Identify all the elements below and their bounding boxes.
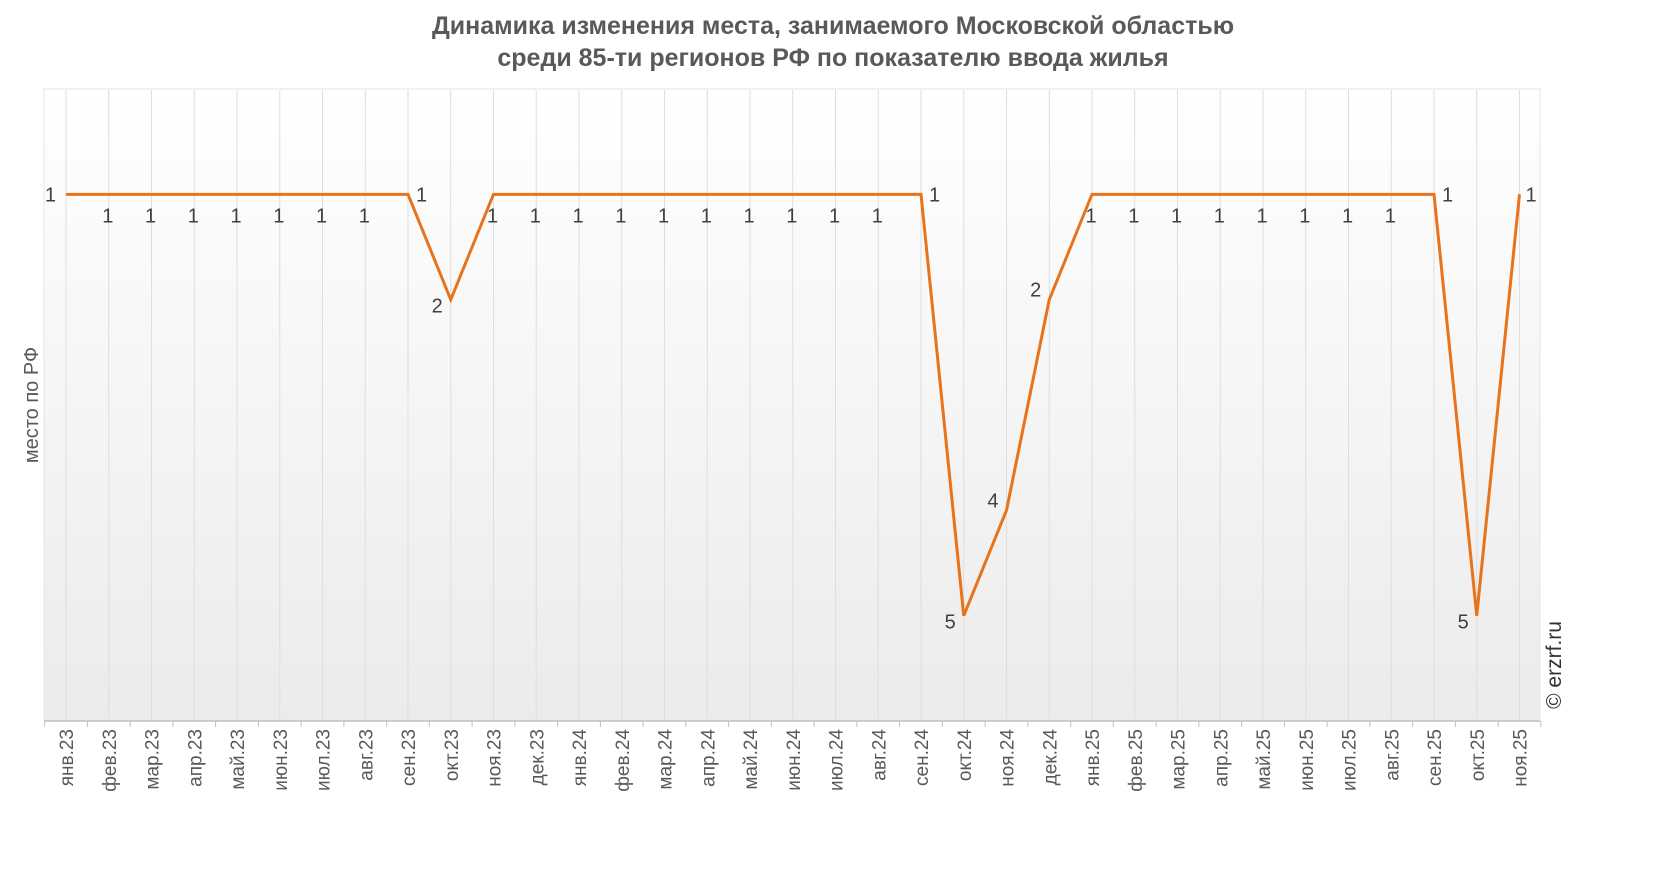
data-label: 5: [945, 612, 956, 634]
x-tick-label: июн.25: [1297, 729, 1318, 791]
x-tick-label: апр.23: [185, 729, 206, 787]
x-tick-label: фев.23: [100, 729, 121, 792]
data-label: 1: [872, 205, 883, 227]
x-tick-label: сен.25: [1425, 729, 1446, 786]
data-label: 1: [1214, 205, 1225, 227]
data-labels: 1 1 1 1 1 1 1 1 1 2 1 1 1 1 1 1 1 1 1 1 1 5 4 2 1 1 1 1 1 1 1 1 1 5 1: [45, 184, 1537, 633]
data-label: 2: [432, 296, 443, 318]
chart-title-line-2: среди 85-ти регионов РФ по показателю вв…: [497, 44, 1169, 72]
plot-area: [43, 88, 1541, 722]
data-label: 1: [1299, 205, 1310, 227]
data-label: 1: [572, 205, 583, 227]
x-tick-label: июл.24: [827, 729, 848, 791]
x-tick-label: янв.23: [57, 729, 78, 786]
x-tick-label: июл.23: [314, 729, 335, 791]
x-tick-label: июн.24: [784, 729, 805, 791]
x-tick-label: май.24: [741, 729, 762, 790]
series-line-layer: [66, 192, 1521, 617]
x-tick-label: июл.25: [1340, 729, 1361, 791]
data-label: 1: [829, 205, 840, 227]
x-tick-label: окт.25: [1468, 729, 1489, 781]
x-tick-label: окт.23: [442, 729, 463, 781]
x-tick-label: июн.23: [271, 729, 292, 791]
x-tick-label: май.25: [1254, 729, 1275, 790]
chart-title-line-1: Динамика изменения места, занимаемого Мо…: [431, 12, 1235, 40]
data-label: 1: [273, 205, 284, 227]
x-tick-label: янв.24: [570, 729, 591, 787]
data-label: 1: [416, 184, 427, 206]
x-tick-label: апр.24: [698, 729, 719, 787]
x-tick-label: янв.25: [1083, 729, 1104, 786]
x-tick-label: авг.24: [869, 729, 890, 781]
data-label: 1: [188, 205, 199, 227]
data-label: 1: [1128, 205, 1139, 227]
x-tick-label: ноя.25: [1511, 729, 1532, 787]
x-tick-label: дек.24: [1040, 729, 1061, 786]
series-line: [66, 192, 1521, 617]
chart-title: Динамика изменения места, занимаемого Мо…: [0, 10, 1666, 74]
data-label: 1: [45, 184, 56, 206]
x-tick-label: май.23: [228, 729, 249, 790]
data-label: 1: [102, 205, 113, 227]
x-tick-label: мар.23: [143, 729, 164, 790]
x-tick-label: мар.25: [1169, 729, 1190, 790]
watermark: © erzrf.ru: [1543, 621, 1566, 709]
data-label: 1: [530, 205, 541, 227]
x-tick-label: сен.24: [912, 729, 933, 786]
x-tick-label: авг.23: [356, 729, 377, 781]
x-tick-label: авг.25: [1382, 729, 1403, 781]
x-tick-label: ноя.23: [485, 729, 506, 787]
data-label: 1: [1385, 205, 1396, 227]
x-tick-label: мар.24: [656, 729, 677, 790]
data-label: 2: [1030, 280, 1041, 302]
data-label: 1: [230, 205, 241, 227]
data-label: 1: [359, 205, 370, 227]
data-label: 1: [743, 205, 754, 227]
data-label: 1: [1171, 205, 1182, 227]
x-tick-label: окт.24: [955, 729, 976, 782]
x-tick-label: ноя.24: [998, 729, 1019, 787]
x-axis: янв.23 фев.23 мар.23 апр.23 май.23 июн.23 июл.…: [44, 720, 1542, 792]
data-label: 1: [487, 205, 498, 227]
data-label: 1: [658, 205, 669, 227]
data-label: 1: [929, 184, 940, 206]
data-label: 1: [786, 205, 797, 227]
x-tick-label: апр.25: [1211, 729, 1232, 787]
data-label: 4: [987, 490, 998, 512]
x-tick-label: фев.25: [1126, 729, 1147, 792]
data-label: 1: [1442, 184, 1453, 206]
data-label: 1: [1526, 184, 1537, 206]
data-label: 1: [615, 205, 626, 227]
x-tick-label: дек.23: [527, 729, 548, 785]
y-axis-title: место по РФ: [21, 347, 43, 463]
data-label: 5: [1458, 612, 1469, 634]
x-tick-label: фев.24: [613, 729, 634, 792]
x-tick-label: сен.23: [399, 729, 420, 786]
data-label: 1: [145, 205, 156, 227]
data-label: 1: [316, 205, 327, 227]
data-label: 1: [1342, 205, 1353, 227]
data-label: 1: [1085, 205, 1096, 227]
data-label: 1: [701, 205, 712, 227]
data-label: 1: [1256, 205, 1267, 227]
